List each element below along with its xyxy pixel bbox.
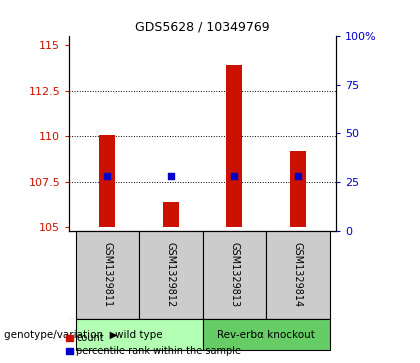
Bar (100, 135, 116, 227)
Bar (226, 65, 242, 227)
Bar (76, 231, 139, 319)
Point (231, 173, 238, 179)
Bar (163, 203, 179, 227)
Text: GSM1329813: GSM1329813 (229, 242, 239, 307)
Text: Rev-erbα knockout: Rev-erbα knockout (217, 330, 315, 340)
Text: GSM1329811: GSM1329811 (102, 242, 113, 307)
Text: genotype/variation  ▶: genotype/variation ▶ (4, 330, 118, 340)
Text: GSM1329812: GSM1329812 (166, 242, 176, 307)
Bar (290, 151, 306, 227)
Bar (266, 231, 330, 319)
Text: GSM1329814: GSM1329814 (293, 242, 303, 307)
Point (294, 173, 301, 179)
Bar (202, 319, 330, 350)
Point (104, 173, 111, 179)
Title: GDS5628 / 10349769: GDS5628 / 10349769 (135, 21, 270, 34)
Text: wild type: wild type (116, 330, 163, 340)
Bar (76, 319, 202, 350)
Legend: count, percentile rank within the sample: count, percentile rank within the sample (66, 333, 241, 356)
Bar (202, 231, 266, 319)
Point (168, 173, 174, 179)
Bar (139, 231, 202, 319)
